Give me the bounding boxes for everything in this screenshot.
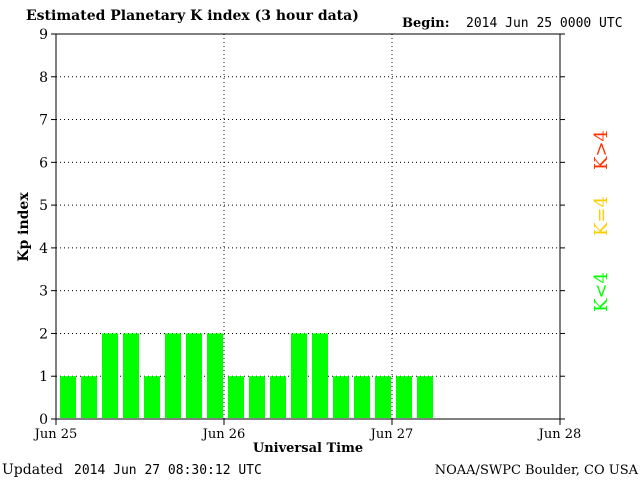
kp-bar: 1 [81,376,97,418]
kp-bar: 2 [102,333,118,418]
bars-layer: 112212221112211111 [60,333,433,418]
y-tick-label: 0 [39,412,48,428]
legend-k-equal-4: K=4 [591,196,612,236]
kp-bar: 2 [291,333,307,418]
chart-title: Estimated Planetary K index (3 hour data… [26,8,359,24]
kp-bar: 1 [228,376,244,418]
kp-bar: 2 [123,333,139,418]
kp-bar: 1 [417,376,433,418]
legend-k-greater-4: K>4 [591,130,612,170]
kp-bar: 1 [249,376,265,418]
y-tick-label: 6 [39,155,48,171]
kp-bar: 2 [312,333,328,418]
updated-value: 2014 Jun 27 08:30:12 UTC [74,463,262,478]
x-tick-label: Jun 25 [33,427,78,442]
begin-value: 2014 Jun 25 0000 UTC [466,16,623,31]
x-tick-label: Jun 28 [537,427,582,442]
kp-bar: 2 [186,333,202,418]
x-tick-label: Jun 27 [369,427,414,442]
plot-frame [55,33,561,420]
y-axis-label: Kp index [16,192,32,262]
y-tick-label: 8 [39,70,48,86]
kp-bar: 2 [207,333,223,418]
kp-bar: 1 [375,376,391,418]
kp-bar: 1 [60,376,76,418]
kp-bar: 2 [165,333,181,418]
y-tick-label: 3 [39,284,48,300]
begin-label: Begin: [402,16,450,31]
y-tick-label: 5 [39,198,48,214]
y-tick-label: 4 [39,241,48,257]
y-tick-label: 9 [39,27,48,43]
kp-bar: 1 [354,376,370,418]
y-tick-label: 7 [39,113,48,129]
grid-layer [56,34,560,419]
legend-k-less-4: K<4 [591,272,612,312]
kp-bar: 1 [144,376,160,418]
y-tick-label: 1 [39,369,48,385]
updated-label: Updated [2,462,63,478]
kp-bar: 1 [333,376,349,418]
x-tick-label: Jun 26 [201,427,246,442]
kp-bar: 1 [396,376,412,418]
y-tick-label: 2 [39,326,48,342]
kp-bar: 1 [270,376,286,418]
source-credit: NOAA/SWPC Boulder, CO USA [435,463,639,478]
x-axis-label: Universal Time [253,441,363,456]
x-axis-ticks: Jun 25 Jun 26 Jun 27 Jun 28 [33,419,582,442]
